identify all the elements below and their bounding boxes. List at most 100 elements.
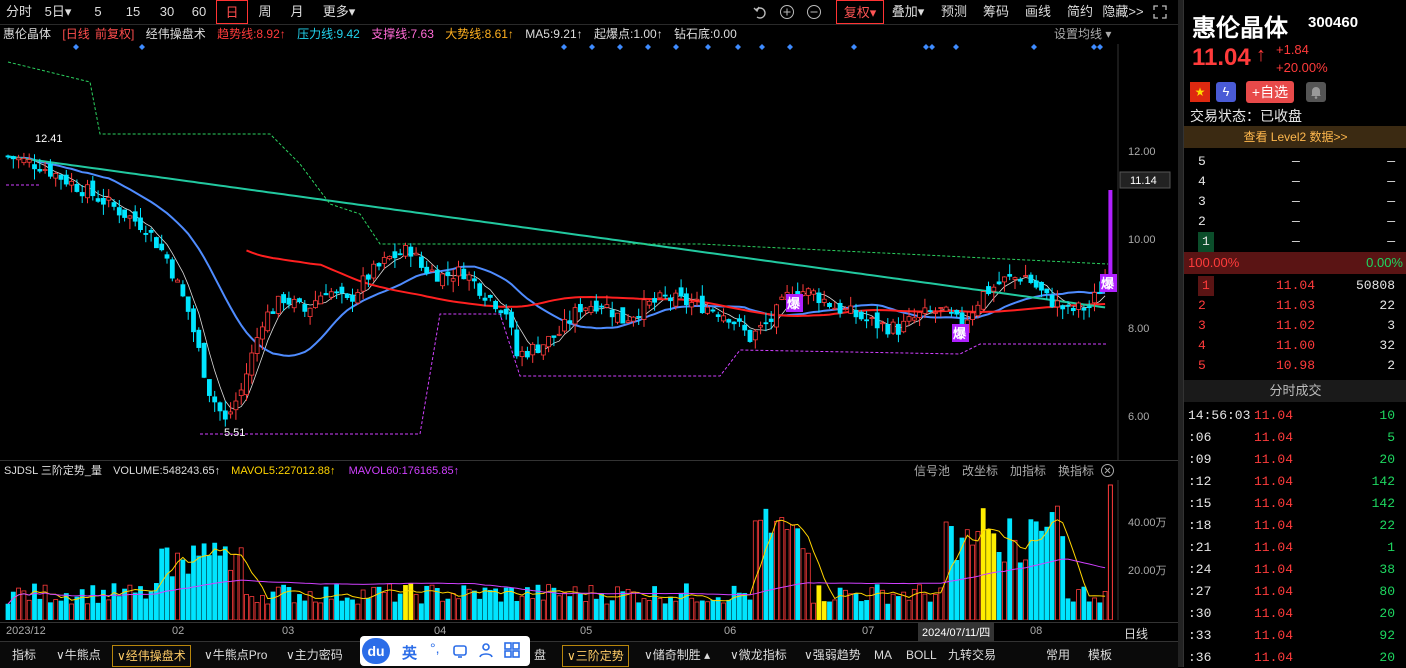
- candle-body: [737, 318, 742, 322]
- panel-splitter[interactable]: [1178, 0, 1183, 667]
- volume-bar: [890, 593, 896, 620]
- tab-indicator[interactable]: 指标: [12, 648, 37, 662]
- ime-skin-icon[interactable]: [452, 643, 468, 659]
- close-icon[interactable]: [1100, 463, 1115, 478]
- volume-bar: [790, 524, 795, 620]
- lightning-icon[interactable]: ϟ: [1216, 82, 1236, 102]
- more-dropdown[interactable]: 更多▾: [322, 4, 356, 19]
- candle-body: [111, 202, 117, 207]
- burst-point-value: 起爆点:1.00↑: [594, 27, 663, 41]
- add-watchlist-button[interactable]: +自选: [1246, 81, 1294, 103]
- tab-15min[interactable]: 15: [125, 4, 141, 19]
- ime-toolbar[interactable]: du 英 °,: [360, 636, 530, 666]
- tab-template[interactable]: 模板: [1088, 648, 1113, 662]
- tab-three-stage[interactable]: ∨三阶定势: [562, 645, 629, 667]
- ask-level: 2: [1198, 214, 1206, 229]
- tab-5min[interactable]: 5: [94, 4, 102, 19]
- candle-body: [281, 294, 287, 304]
- tab-30min[interactable]: 30: [159, 4, 175, 19]
- add-indicator-button[interactable]: 加指标: [1010, 464, 1047, 478]
- overlay-dropdown[interactable]: 叠加▾: [891, 4, 925, 19]
- indicator-name[interactable]: 经伟操盘术: [145, 27, 206, 41]
- tab-jingwei[interactable]: ∨经伟操盘术: [112, 645, 191, 667]
- forecast-button[interactable]: 预测: [940, 4, 967, 19]
- candle-body: [32, 164, 37, 170]
- candle-body: [1097, 291, 1103, 294]
- ime-user-icon[interactable]: [478, 642, 494, 658]
- time-tick: 02: [172, 625, 185, 637]
- candle-body: [63, 174, 69, 185]
- tab-main-force[interactable]: ∨主力密码: [286, 648, 343, 662]
- candle-body: [185, 296, 191, 312]
- trade-time: :06: [1188, 430, 1212, 445]
- hide-button[interactable]: 隐藏>>: [1102, 4, 1144, 19]
- swap-indicator-button[interactable]: 换指标: [1058, 464, 1095, 478]
- bell-icon[interactable]: [1306, 82, 1326, 102]
- change-axis-button[interactable]: 改坐标: [962, 464, 999, 478]
- candle-body: [620, 307, 626, 324]
- level2-link[interactable]: 查看 Level2 数据>>: [1184, 126, 1406, 148]
- chips-button[interactable]: 筹码: [982, 4, 1009, 19]
- zoom-in-icon[interactable]: [779, 4, 795, 20]
- indicator-legend: 惠伦晶体 [日线 前复权] 经伟操盘术 趋势线:8.92↑ 压力线:9.42 支…: [0, 24, 1178, 44]
- candle-body: [143, 233, 149, 235]
- trade-time: :36: [1188, 650, 1212, 665]
- candle-body: [1033, 280, 1039, 288]
- tab-month[interactable]: 月: [290, 4, 304, 19]
- adjust-dropdown[interactable]: 复权▾: [836, 0, 884, 24]
- candle-body: [752, 330, 758, 341]
- volume-bar: [694, 601, 700, 620]
- tab-nine-turn[interactable]: 九转交易: [948, 648, 997, 662]
- tab-60min[interactable]: 60: [191, 4, 207, 19]
- ask-price: —: [1292, 194, 1300, 209]
- tab-weilong[interactable]: ∨微龙指标: [730, 648, 787, 662]
- tab-day[interactable]: 日: [216, 0, 248, 24]
- volume-bar: [949, 526, 954, 620]
- volume-bar: [636, 602, 642, 620]
- stock-code: 300460: [1308, 14, 1359, 31]
- volume-chart[interactable]: 40.00万 20.00万: [0, 480, 1178, 620]
- volume-bar: [954, 560, 960, 620]
- ime-punct[interactable]: °,: [430, 640, 440, 656]
- volume-bar: [498, 601, 504, 620]
- candle-body: [275, 295, 281, 314]
- draw-line-button[interactable]: 画线: [1024, 4, 1051, 19]
- candle-body: [742, 324, 748, 331]
- tab-pan[interactable]: 盘: [534, 648, 547, 662]
- tab-bull-bear-pro[interactable]: ∨牛熊点Pro: [204, 648, 268, 662]
- time-tick: 2023/12: [6, 625, 46, 637]
- tab-boll[interactable]: BOLL: [906, 648, 937, 662]
- candle-body: [1092, 292, 1097, 304]
- volume-bar: [906, 599, 912, 620]
- zoom-out-icon[interactable]: [806, 4, 822, 20]
- tab-common[interactable]: 常用: [1046, 648, 1071, 662]
- signal-pool-button[interactable]: 信号池: [914, 464, 951, 478]
- fullscreen-icon[interactable]: [1152, 4, 1168, 20]
- candle-body: [631, 316, 636, 322]
- volume-bar: [699, 600, 705, 620]
- ime-lang[interactable]: 英: [402, 645, 418, 662]
- tab-intraday[interactable]: 分时: [5, 4, 32, 19]
- candle-body: [996, 281, 1002, 285]
- candle-body: [350, 294, 355, 302]
- trade-volume: 20: [1379, 452, 1395, 467]
- tab-chuqi[interactable]: ∨储奇制胜 ▴: [644, 648, 711, 662]
- volume-bar: [217, 555, 223, 620]
- tab-week[interactable]: 周: [258, 4, 272, 19]
- tab-5day[interactable]: 5日▾: [44, 4, 72, 19]
- volume-bar: [768, 532, 774, 620]
- ma-settings-button[interactable]: 设置均线 ▾: [1054, 27, 1112, 41]
- candle-body: [530, 343, 536, 356]
- candle-body: [991, 286, 997, 292]
- candle-body: [16, 157, 22, 161]
- ime-logo[interactable]: du: [362, 638, 390, 664]
- tab-strength[interactable]: ∨强弱趋势: [804, 648, 861, 662]
- tab-ma[interactable]: MA: [874, 648, 892, 662]
- simple-button[interactable]: 简约: [1066, 4, 1093, 19]
- tab-bull-bear[interactable]: ∨牛熊点: [56, 648, 101, 662]
- undo-icon[interactable]: [752, 4, 768, 20]
- volume-ma-lines: [7, 519, 1106, 605]
- volume-bar: [827, 601, 832, 620]
- candlestick-chart[interactable]: 12.00 10.00 8.00 6.00 11.14 12.41 5.51 爆…: [0, 44, 1178, 460]
- ime-grid-icon[interactable]: [504, 642, 520, 658]
